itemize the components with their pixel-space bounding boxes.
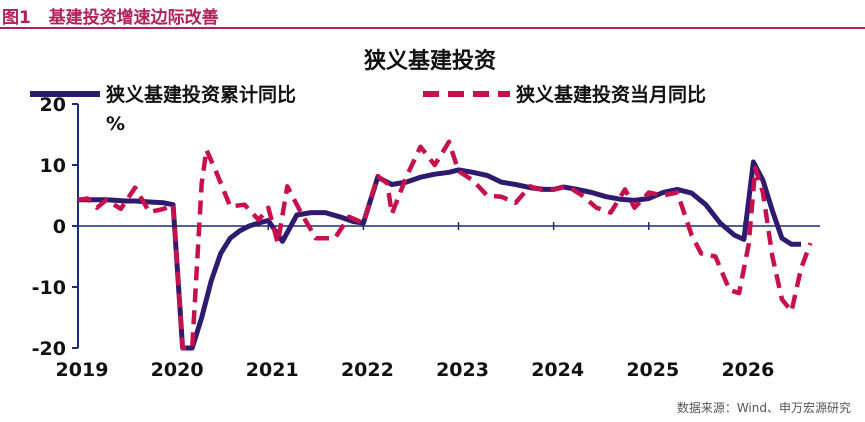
y-tick-label: 20 [40,94,66,116]
x-tick-label: 2023 [436,359,489,381]
legend-label-monthly: 狭义基建投资当月同比 [515,83,706,106]
x-tick-label: 2022 [341,359,394,381]
y-tick-label: -20 [32,338,66,360]
y-tick-label: 0 [53,216,66,238]
x-tick-label: 2024 [531,359,584,381]
header-rule [0,27,865,29]
series-line-cumulative-yoy [78,159,801,351]
x-tick-label: 2025 [626,359,679,381]
series-layer [77,139,813,351]
x-tick-label: 2026 [721,359,774,381]
legend-label-cumulative: 狭义基建投资累计同比 [105,83,296,106]
source-note: 数据来源：Wind、申万宏源研究 [676,401,851,415]
figure-title: 图1 基建投资增速边际改善 [2,3,219,28]
y-tick-label: -10 [32,277,66,299]
x-tick-label: 2020 [151,359,204,381]
x-tick-label: 2019 [56,359,109,381]
y-axis-unit: % [106,113,125,135]
axes: -20 -10 0 10 20 2019 2020 2021 2022 2023 2024 2025 2… [32,94,820,381]
figure-title-text: 基建投资增速边际改善 [48,8,219,28]
series-line-monthly-yoy [77,139,813,351]
figure-label: 图1 [2,8,31,28]
y-tick-label: 10 [40,155,66,177]
chart-title: 狭义基建投资 [363,49,496,74]
legend: 狭义基建投资累计同比 狭义基建投资当月同比 [30,83,706,106]
figure-header: 图1 基建投资增速边际改善 [0,0,865,29]
x-tick-label: 2021 [246,359,299,381]
